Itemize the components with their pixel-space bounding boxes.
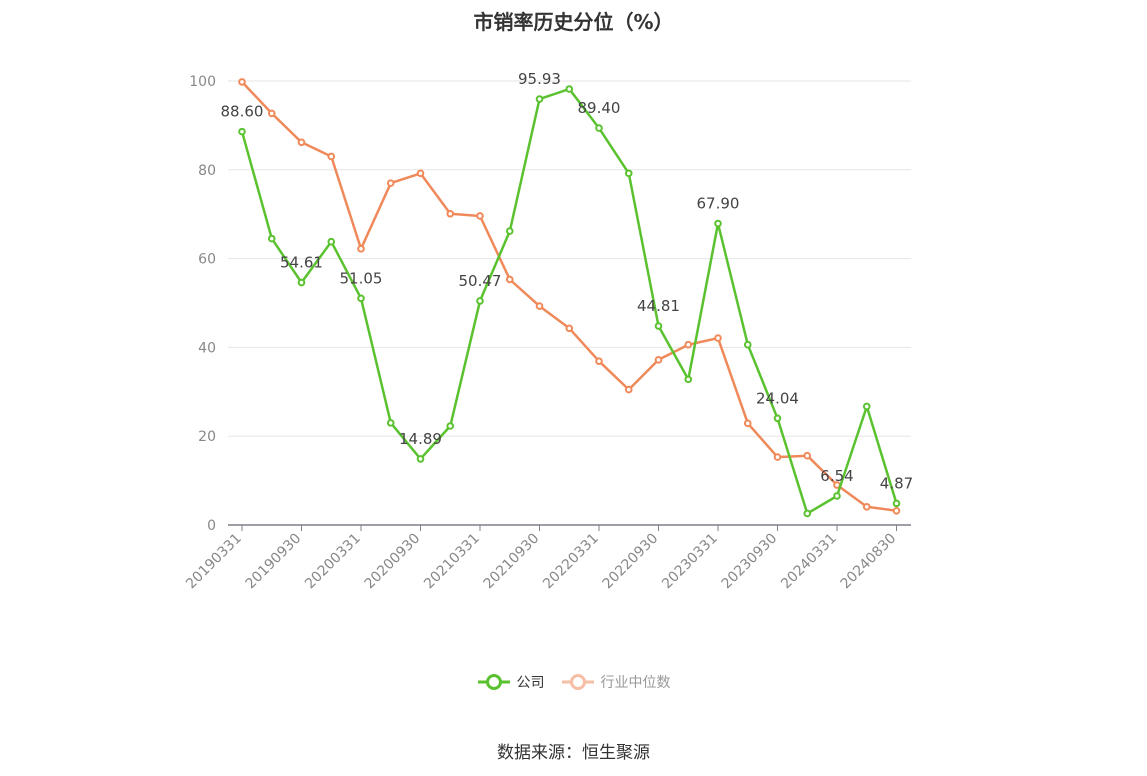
data-point <box>565 324 574 333</box>
data-point <box>505 227 514 235</box>
data-point <box>654 322 663 330</box>
x-tick-label: 20230930 <box>719 531 781 593</box>
data-labels: 88.60 54.61 51.05 14.89 50.47 95.93 89.40 44.81… <box>221 70 914 492</box>
data-label: 51.05 <box>340 269 383 287</box>
x-tick-label: 20240830 <box>838 531 900 593</box>
data-point <box>892 506 901 515</box>
legend-line-circle-icon <box>561 674 594 690</box>
data-label: 44.81 <box>637 297 680 315</box>
data-point <box>446 422 455 430</box>
y-tick-label: 100 <box>189 74 216 90</box>
data-point <box>267 109 276 118</box>
data-point <box>803 451 812 460</box>
data-point <box>862 502 871 511</box>
x-tick-label: 20200331 <box>302 531 364 593</box>
data-point <box>624 385 633 394</box>
legend-label-industry-median: 行业中位数 <box>600 675 671 691</box>
axes: 0 20 40 60 80 100 2019033120190930202003312020… <box>183 74 911 592</box>
series-lines <box>238 78 901 518</box>
data-point <box>357 245 365 253</box>
data-label: 54.61 <box>280 254 323 272</box>
data-label: 88.60 <box>221 103 264 121</box>
data-point <box>803 509 812 518</box>
grid-lines <box>228 80 911 437</box>
data-point <box>684 375 693 384</box>
data-point <box>535 302 544 310</box>
x-tick-label: 20190930 <box>243 531 305 593</box>
data-point <box>386 179 395 187</box>
legend-item-industry-median[interactable]: 行业中位数 <box>561 672 671 692</box>
data-point <box>684 340 693 349</box>
data-label: 14.89 <box>399 430 442 448</box>
legend-item-company[interactable]: 公司 <box>477 672 545 692</box>
data-point <box>386 419 395 427</box>
line-chart: 0 20 40 60 80 100 2019033120190930202003312020… <box>183 70 914 592</box>
data-point <box>743 419 752 428</box>
data-point <box>476 212 484 220</box>
data-point <box>624 169 633 178</box>
data-label: 24.04 <box>756 389 799 407</box>
data-point <box>416 169 425 178</box>
x-tick-label: 20220930 <box>600 531 662 593</box>
y-tick-label: 0 <box>207 518 216 534</box>
legend: 公司 行业中位数 <box>0 672 1147 692</box>
data-point <box>773 453 782 461</box>
data-point <box>714 219 722 228</box>
data-label: 67.90 <box>697 195 740 213</box>
source-note: 数据来源：恒生聚源 <box>497 743 650 763</box>
series-line-company <box>240 87 898 515</box>
data-point <box>446 209 455 218</box>
y-tick-label: 40 <box>198 340 216 356</box>
data-point <box>327 152 336 161</box>
y-tick-label: 20 <box>198 429 216 445</box>
legend-label-company: 公司 <box>516 675 545 691</box>
data-label: 50.47 <box>459 272 502 290</box>
data-point <box>238 127 246 136</box>
x-tick-label: 20220331 <box>540 531 602 593</box>
data-point <box>892 499 901 508</box>
legend-line-circle-icon <box>477 674 510 690</box>
data-point <box>297 278 306 287</box>
data-label: 6.54 <box>820 467 853 485</box>
data-point <box>297 138 306 147</box>
data-point <box>238 78 246 86</box>
data-point <box>773 414 782 423</box>
x-tick-label: 20190331 <box>183 531 245 593</box>
data-point <box>595 124 603 132</box>
data-point <box>535 95 544 103</box>
x-tick-label: 20240331 <box>778 531 840 593</box>
data-point <box>416 455 425 463</box>
data-label: 95.93 <box>518 70 561 88</box>
series-line-industry-median <box>241 81 897 513</box>
data-label: 4.87 <box>880 474 913 492</box>
data-point <box>476 297 484 305</box>
data-point <box>743 340 752 349</box>
data-point <box>505 275 514 284</box>
y-tick-label: 60 <box>198 252 216 268</box>
data-point <box>565 85 574 93</box>
x-tick-label: 20210331 <box>421 531 483 593</box>
data-point <box>327 237 336 246</box>
data-label: 89.40 <box>578 99 621 117</box>
data-point <box>862 402 871 411</box>
y-tick-label: 80 <box>198 163 216 179</box>
data-point <box>267 234 276 243</box>
data-point <box>833 492 841 500</box>
x-tick-label: 20230331 <box>659 531 721 593</box>
data-point <box>357 294 365 303</box>
data-point <box>595 357 603 365</box>
data-point <box>714 334 722 342</box>
chart-title: 市销率历史分位（%） <box>473 10 674 34</box>
x-tick-label: 20210930 <box>481 531 543 593</box>
x-tick-label: 20200930 <box>362 531 424 593</box>
data-point <box>654 356 663 364</box>
